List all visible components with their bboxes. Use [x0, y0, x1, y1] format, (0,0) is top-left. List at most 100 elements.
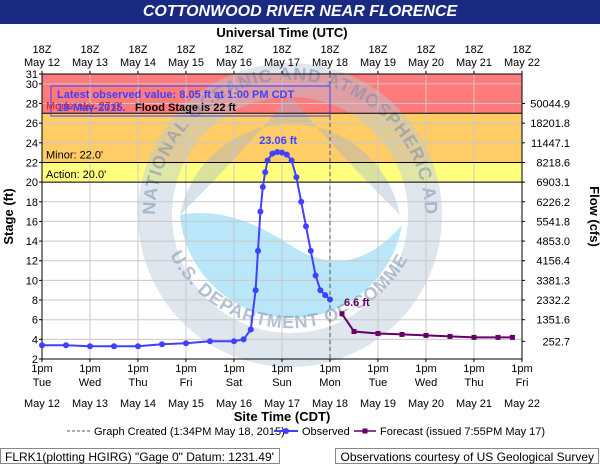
observed-point: [159, 341, 165, 348]
bottom-tick-day: Wed: [415, 377, 437, 389]
bottom-tick-date: May 13: [72, 398, 108, 410]
flood-threshold-label: Moderate: 27.0': [46, 100, 122, 112]
bottom-tick-time: 1pm: [415, 363, 436, 375]
observed-point: [255, 247, 261, 254]
bottom-tick-date: May 14: [120, 398, 156, 410]
top-tick-hour: 18Z: [225, 44, 244, 56]
observed-point: [87, 343, 93, 350]
info-box-line1: Latest observed value: 8.05 ft at 1:00 P…: [57, 89, 294, 101]
bottom-tick-day: Mon: [319, 377, 340, 389]
footer-credit: Observations courtesy of US Geological S…: [335, 448, 599, 464]
observed-point: [307, 247, 314, 254]
noaa-watermark-wave: [180, 213, 402, 318]
flow-tick-label: 6903.1: [536, 177, 570, 189]
y-tick-label: 22: [26, 157, 38, 169]
bottom-tick-date: May 22: [504, 398, 540, 410]
top-tick-hour: 18Z: [513, 44, 532, 56]
bottom-tick-time: 1pm: [127, 363, 148, 375]
data-annotation: 6.6 ft: [344, 297, 370, 309]
flow-tick-label: 252.7: [542, 336, 570, 348]
forecast-point: [399, 331, 405, 337]
observed-point: [283, 151, 290, 158]
observed-point: [63, 342, 69, 349]
top-tick-hour: 18Z: [465, 44, 484, 56]
forecast-point: [375, 330, 381, 336]
legend-created: Graph Created (1:34PM May 18, 2015): [94, 426, 285, 438]
top-tick-hour: 18Z: [177, 44, 196, 56]
bottom-tick-date: May 19: [360, 398, 396, 410]
observed-line: [42, 151, 331, 348]
top-tick-date: May 22: [504, 57, 540, 69]
top-tick-date: May 21: [456, 57, 492, 69]
y-tick-label: 6: [32, 315, 38, 327]
y-tick-label: 14: [26, 236, 38, 248]
y-axis-label: Stage (ft): [1, 188, 16, 244]
y-tick-label: 18: [26, 197, 38, 209]
bottom-tick-date: May 20: [408, 398, 444, 410]
bottom-tick-time: 1pm: [223, 363, 244, 375]
legend-forecast: Forecast (issued 7:55PM May 17): [380, 426, 545, 438]
bottom-tick-day: Fri: [180, 377, 193, 389]
flow-tick-label: 3381.3: [536, 275, 570, 287]
footer-datum: FLRK1(plotting HGIRG) "Gage 0" Datum: 12…: [0, 448, 280, 464]
flow-tick-label: 4853.0: [536, 236, 570, 248]
top-tick-date: May 19: [360, 57, 396, 69]
observed-point: [240, 336, 247, 343]
y-tick-label: 26: [26, 118, 38, 130]
observed-point: [298, 198, 305, 205]
noaa-watermark-ring: [138, 63, 442, 367]
y-tick-label: 20: [26, 177, 38, 189]
bottom-tick-date: May 18: [312, 398, 348, 410]
legend-observed-marker: [283, 428, 289, 434]
y-tick-label: 10: [26, 275, 38, 287]
forecast-point: [423, 332, 429, 338]
observed-point: [252, 287, 259, 294]
bottom-tick-date: May 12: [24, 398, 60, 410]
top-tick-hour: 18Z: [369, 44, 388, 56]
forecast-point: [495, 334, 501, 340]
top-tick-date: May 17: [264, 57, 300, 69]
bottom-tick-time: 1pm: [79, 363, 100, 375]
forecast-point: [471, 334, 477, 340]
y-tick-label: 16: [26, 216, 38, 228]
bottom-tick-day: Tue: [33, 377, 52, 389]
flow-tick-label: 50044.9: [530, 98, 570, 110]
info-box-frame: [50, 85, 331, 117]
forecast-point: [509, 334, 515, 340]
observed-point: [327, 296, 333, 303]
top-tick-date: May 15: [168, 57, 204, 69]
observed-point: [279, 149, 285, 156]
observed-point: [135, 343, 141, 350]
observed-point: [259, 184, 266, 191]
flow-tick-label: 6226.2: [536, 197, 570, 209]
top-tick-date: May 20: [408, 57, 444, 69]
y-tick-label: 12: [26, 256, 38, 268]
bottom-tick-time: 1pm: [175, 363, 196, 375]
data-annotation: 23.06 ft: [259, 135, 297, 147]
bottom-tick-day: Sat: [226, 377, 243, 389]
bottom-tick-date: May 17: [264, 398, 300, 410]
noaa-watermark-bird: [180, 95, 400, 215]
bottom-tick-time: 1pm: [463, 363, 484, 375]
bottom-tick-time: 1pm: [511, 363, 532, 375]
y-tick-label: 30: [26, 79, 38, 91]
top-tick-date: May 16: [216, 57, 252, 69]
forecast-point: [447, 333, 453, 339]
observed-point: [288, 157, 295, 164]
top-axis-label: Universal Time (UTC): [216, 25, 347, 40]
x-axis-label: Site Time (CDT): [234, 409, 331, 424]
top-tick-hour: 18Z: [33, 44, 52, 56]
flow-tick-label: 18201.8: [530, 118, 570, 130]
observed-point: [264, 157, 271, 164]
observed-point: [317, 287, 324, 294]
y-tick-label: 4: [32, 334, 38, 346]
bottom-tick-date: May 21: [456, 398, 492, 410]
flow-tick-label: 11447.1: [531, 138, 570, 150]
top-tick-date: May 18: [312, 57, 348, 69]
top-tick-hour: 18Z: [81, 44, 100, 56]
y-tick-label: 2: [32, 354, 38, 366]
top-tick-hour: 18Z: [417, 44, 436, 56]
observed-point: [207, 338, 213, 345]
y-tick-label: 24: [26, 138, 38, 150]
bottom-tick-date: May 16: [216, 398, 252, 410]
